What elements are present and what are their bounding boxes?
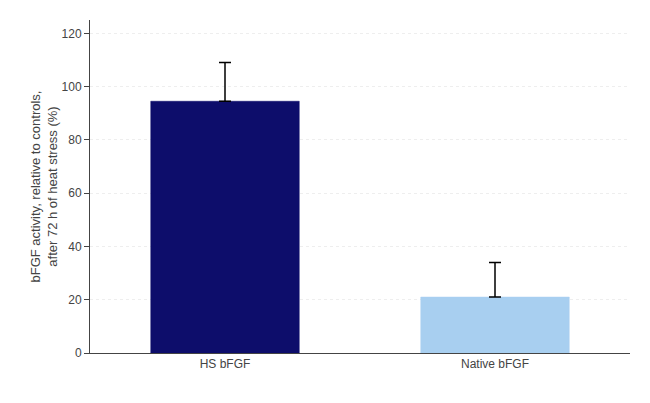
svg-text:HS bFGF: HS bFGF [200, 357, 251, 371]
svg-text:60: 60 [68, 186, 82, 200]
svg-text:80: 80 [68, 133, 82, 147]
svg-text:20: 20 [68, 293, 82, 307]
svg-text:0: 0 [75, 346, 82, 360]
svg-text:bFGF activity, relative to con: bFGF activity, relative to controls,afte… [28, 91, 60, 283]
svg-text:40: 40 [68, 240, 82, 254]
svg-text:Native bFGF: Native bFGF [461, 357, 529, 371]
svg-text:100: 100 [62, 80, 82, 94]
svg-text:120: 120 [62, 27, 82, 41]
